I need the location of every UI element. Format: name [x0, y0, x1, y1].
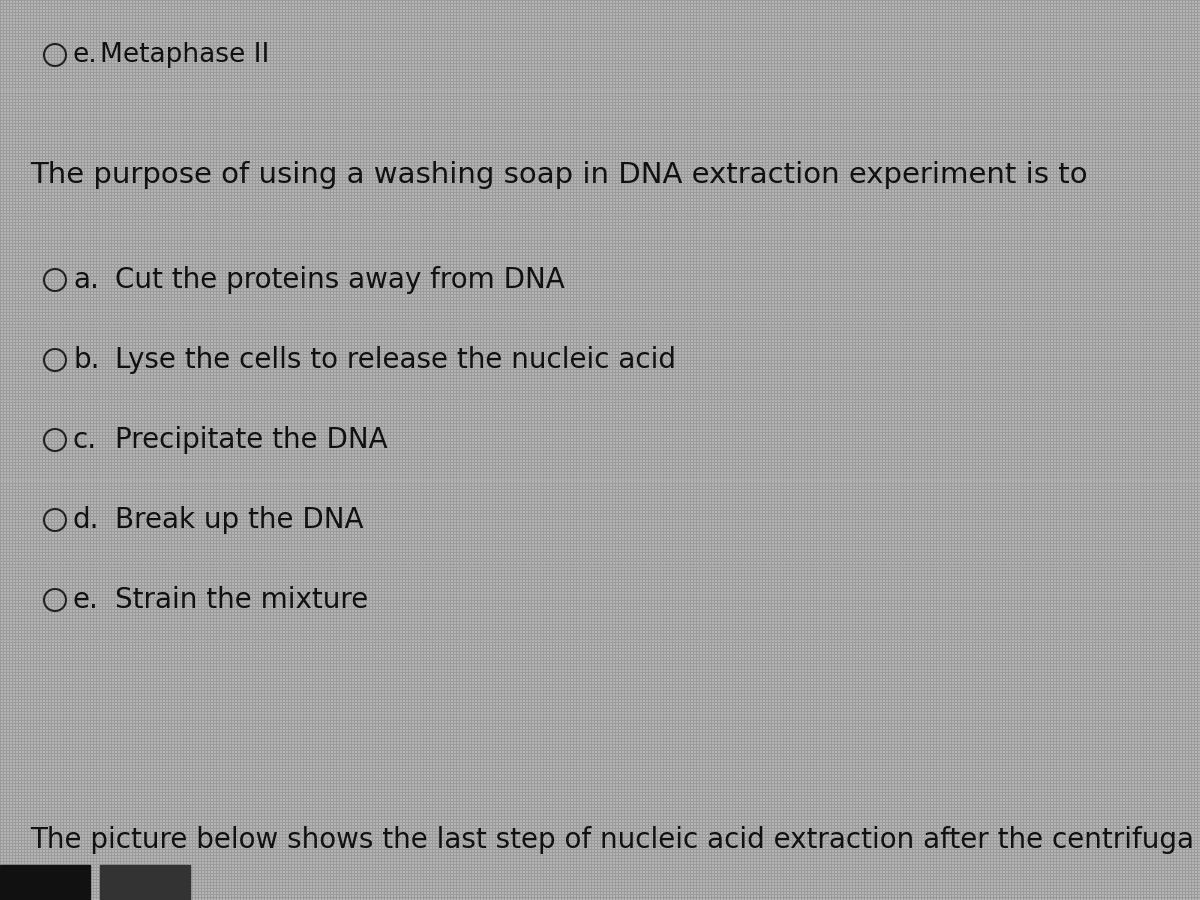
Text: Break up the DNA: Break up the DNA — [115, 506, 364, 534]
Text: Strain the mixture: Strain the mixture — [115, 586, 368, 614]
Bar — [0, 865, 90, 900]
Text: Metaphase II: Metaphase II — [100, 42, 269, 68]
Bar — [100, 865, 190, 900]
Text: c.: c. — [73, 426, 97, 454]
Text: The purpose of using a washing soap in DNA extraction experiment is to: The purpose of using a washing soap in D… — [30, 161, 1087, 189]
Text: Precipitate the DNA: Precipitate the DNA — [115, 426, 388, 454]
Text: The picture below shows the last step of nucleic acid extraction after the centr: The picture below shows the last step of… — [30, 826, 1194, 854]
Text: b.: b. — [73, 346, 100, 374]
Text: Cut the proteins away from DNA: Cut the proteins away from DNA — [115, 266, 565, 294]
Text: e.: e. — [73, 586, 98, 614]
Text: Lyse the cells to release the nucleic acid: Lyse the cells to release the nucleic ac… — [115, 346, 676, 374]
Text: d.: d. — [73, 506, 100, 534]
Text: e.: e. — [73, 42, 97, 68]
Text: a.: a. — [73, 266, 98, 294]
